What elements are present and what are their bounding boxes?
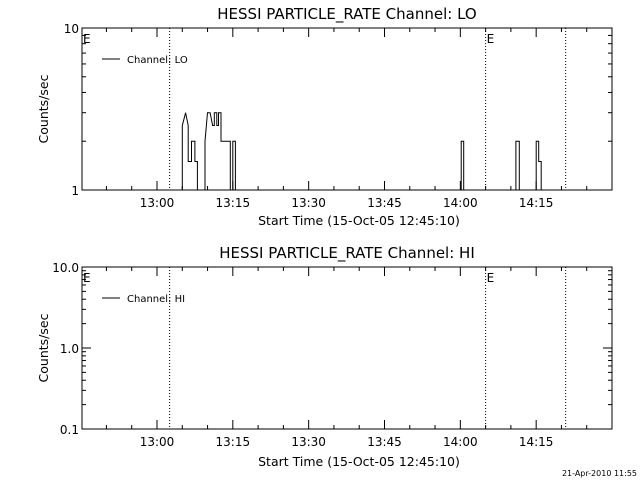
x-tick-label: 14:00: [443, 196, 478, 210]
x-tick-label: 14:15: [519, 196, 554, 210]
x-tick-label: 13:30: [291, 196, 326, 210]
plot-frame: [81, 27, 613, 191]
event-label: E: [487, 32, 495, 46]
event-label: E: [83, 271, 91, 285]
y-axis-label: Counts/sec: [36, 74, 51, 143]
chart-panel-1: HESSI PARTICLE_RATE Channel: LO 1 10 13:00 1…: [36, 5, 613, 228]
x-tick-label: 13:15: [216, 196, 251, 210]
x-tick-label: 14:00: [443, 435, 478, 449]
series-line-1: [82, 112, 612, 191]
x-tick-label: 13:00: [140, 435, 175, 449]
y-tick-label: 1.0: [60, 342, 79, 356]
legend-entry: Channel: HI: [127, 294, 185, 305]
x-tick-label: 14:15: [519, 435, 554, 449]
x-tick-label: 13:00: [140, 196, 175, 210]
plot-frame: [81, 266, 613, 430]
legend-entry: Channel: LO: [127, 55, 188, 66]
chart-title: HESSI PARTICLE_RATE Channel: HI: [219, 244, 475, 263]
x-axis-label: Start Time (15-Oct-05 12:45:10): [258, 454, 460, 469]
x-tick-label: 13:15: [216, 435, 251, 449]
y-tick-label: 10.0: [52, 261, 79, 275]
footer-timestamp: 21-Apr-2010 11:55: [562, 469, 637, 478]
y-axis-label: Counts/sec: [36, 313, 51, 382]
y-tick-label: 10: [64, 22, 79, 36]
event-label: E: [487, 271, 495, 285]
chart-title: HESSI PARTICLE_RATE Channel: LO: [217, 5, 476, 24]
y-tick-label: 0.1: [60, 423, 79, 437]
x-tick-label: 13:45: [367, 435, 402, 449]
x-tick-label: 13:30: [291, 435, 326, 449]
y-tick-label: 1: [71, 184, 79, 198]
chart-panel-2: HESSI PARTICLE_RATE Channel: HI 0.1 1.0 10.…: [36, 244, 613, 469]
x-axis-label: Start Time (15-Oct-05 12:45:10): [258, 213, 460, 228]
x-tick-label: 13:45: [367, 196, 402, 210]
event-label: E: [83, 32, 91, 46]
